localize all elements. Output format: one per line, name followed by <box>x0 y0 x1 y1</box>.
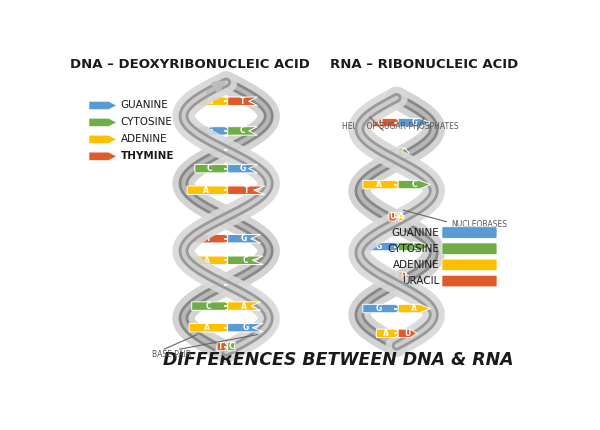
Text: A: A <box>207 97 212 106</box>
Text: G: G <box>206 126 213 135</box>
Text: CYTOSINE: CYTOSINE <box>121 117 173 127</box>
Polygon shape <box>398 329 417 338</box>
Text: T: T <box>240 97 245 106</box>
Text: C: C <box>240 126 245 135</box>
Polygon shape <box>398 304 430 313</box>
Polygon shape <box>217 342 229 351</box>
Text: A: A <box>204 323 210 332</box>
Polygon shape <box>398 212 404 221</box>
Polygon shape <box>363 118 406 127</box>
Text: A: A <box>398 212 404 221</box>
Text: A: A <box>204 256 210 265</box>
Text: A: A <box>241 301 247 310</box>
Text: THYMINE: THYMINE <box>121 151 174 161</box>
Polygon shape <box>376 329 402 338</box>
FancyBboxPatch shape <box>442 243 497 255</box>
Polygon shape <box>398 180 430 189</box>
Polygon shape <box>191 234 238 243</box>
Text: A: A <box>412 304 417 313</box>
Text: C: C <box>205 301 211 310</box>
Polygon shape <box>227 302 260 310</box>
Text: C: C <box>412 180 417 189</box>
Text: A: A <box>376 180 382 189</box>
Text: URACIL: URACIL <box>402 276 439 286</box>
Text: C: C <box>229 342 234 351</box>
Text: A: A <box>203 186 209 195</box>
Polygon shape <box>195 127 236 135</box>
Text: NUCLEOBASES: NUCLEOBASES <box>451 220 507 229</box>
Text: ADENINE: ADENINE <box>392 260 439 270</box>
Polygon shape <box>89 101 117 110</box>
FancyBboxPatch shape <box>442 227 497 238</box>
Text: G: G <box>386 148 393 157</box>
Polygon shape <box>398 148 409 157</box>
Text: CYTOSINE: CYTOSINE <box>388 244 439 254</box>
Polygon shape <box>89 118 117 127</box>
Text: G: G <box>239 164 245 173</box>
Text: G: G <box>242 323 248 332</box>
Polygon shape <box>89 135 117 144</box>
FancyBboxPatch shape <box>442 259 497 270</box>
Polygon shape <box>227 234 260 243</box>
Polygon shape <box>227 164 257 173</box>
Polygon shape <box>227 323 263 332</box>
Text: BASE PAIR: BASE PAIR <box>152 350 191 359</box>
Polygon shape <box>385 272 399 280</box>
Text: GUANINE: GUANINE <box>392 227 439 237</box>
Text: G: G <box>241 234 247 243</box>
Text: C: C <box>207 164 212 173</box>
Polygon shape <box>363 304 406 313</box>
Text: G: G <box>411 118 418 127</box>
Text: GUANINE: GUANINE <box>121 101 169 111</box>
Polygon shape <box>385 148 399 157</box>
Polygon shape <box>189 323 238 332</box>
Polygon shape <box>189 256 238 264</box>
Polygon shape <box>363 243 406 251</box>
Text: ADENINE: ADENINE <box>121 135 167 144</box>
Text: G: G <box>376 304 382 313</box>
Text: U: U <box>404 329 410 338</box>
Text: T: T <box>205 234 211 243</box>
Polygon shape <box>398 272 409 280</box>
Polygon shape <box>389 212 398 221</box>
Text: G: G <box>376 242 382 251</box>
Text: A: A <box>383 329 389 338</box>
Text: DIFFERENCES BETWEEN DNA & RNA: DIFFERENCES BETWEEN DNA & RNA <box>163 351 514 369</box>
Polygon shape <box>195 97 236 105</box>
FancyBboxPatch shape <box>442 275 497 287</box>
Polygon shape <box>227 127 257 135</box>
Polygon shape <box>363 180 406 189</box>
Polygon shape <box>187 186 239 194</box>
Text: C: C <box>242 256 248 265</box>
Text: U: U <box>400 272 407 281</box>
Polygon shape <box>398 243 430 251</box>
Text: T: T <box>244 186 249 195</box>
Polygon shape <box>398 118 430 127</box>
Polygon shape <box>227 186 265 194</box>
Polygon shape <box>89 152 117 160</box>
Polygon shape <box>227 342 235 351</box>
Polygon shape <box>227 97 257 105</box>
Text: DNA – DEOXYRIBONUCLEIC ACID: DNA – DEOXYRIBONUCLEIC ACID <box>70 58 310 71</box>
Text: C: C <box>401 148 406 157</box>
Text: C: C <box>412 242 417 251</box>
Text: C: C <box>387 272 392 281</box>
Text: U: U <box>376 118 382 127</box>
Text: HELIX OF SUGAR-PHOSPHATES: HELIX OF SUGAR-PHOSPHATES <box>342 122 459 131</box>
Text: RNA – RIBONUCLEIC ACID: RNA – RIBONUCLEIC ACID <box>329 58 518 71</box>
Polygon shape <box>191 302 238 310</box>
Text: U: U <box>389 212 395 221</box>
Text: T: T <box>218 342 224 351</box>
Polygon shape <box>227 256 263 264</box>
Polygon shape <box>195 164 236 173</box>
